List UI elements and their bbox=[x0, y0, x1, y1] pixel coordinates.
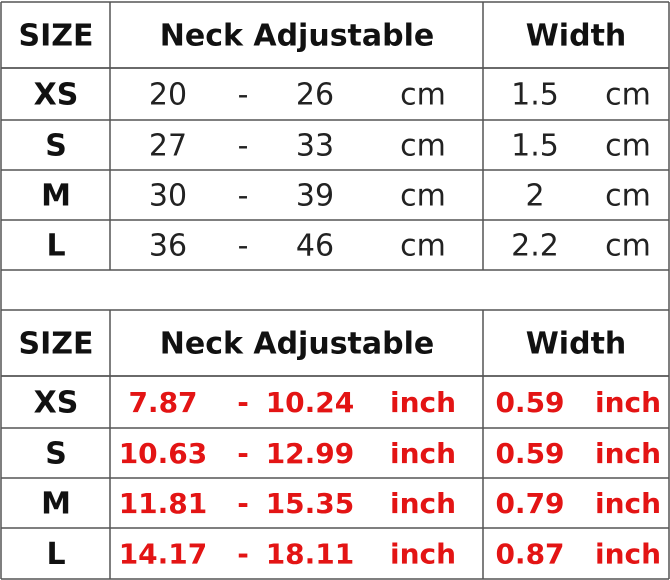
cell: - bbox=[238, 179, 249, 214]
cell: 10.24 bbox=[266, 386, 355, 419]
header-cell: Neck Adjustable bbox=[160, 19, 435, 54]
cell: cm bbox=[400, 179, 446, 214]
cell: 36 bbox=[149, 229, 187, 264]
cell: 1.5 bbox=[511, 129, 559, 164]
size-label: XS bbox=[34, 386, 79, 421]
cell: 39 bbox=[296, 179, 334, 214]
cell: cm bbox=[400, 229, 446, 264]
cell: cm bbox=[605, 78, 651, 113]
cell: - bbox=[237, 386, 249, 419]
header-cell: SIZE bbox=[18, 327, 93, 362]
size-label: XS bbox=[34, 78, 79, 113]
cell: - bbox=[237, 487, 249, 520]
cell: inch bbox=[390, 538, 456, 571]
cell: 12.99 bbox=[266, 437, 355, 470]
cell: inch bbox=[595, 487, 661, 520]
header-cell: SIZE bbox=[18, 19, 93, 54]
cell: 18.11 bbox=[266, 538, 355, 571]
cell: inch bbox=[595, 538, 661, 571]
size-label: M bbox=[41, 179, 71, 214]
cell: - bbox=[238, 129, 249, 164]
cell: cm bbox=[605, 179, 651, 214]
cell: 2 bbox=[525, 179, 544, 214]
cell: cm bbox=[605, 129, 651, 164]
size-label: M bbox=[41, 487, 71, 522]
cell: 15.35 bbox=[266, 487, 355, 520]
size-label: S bbox=[45, 437, 67, 472]
cell: - bbox=[238, 229, 249, 264]
cell: inch bbox=[595, 386, 661, 419]
cell: inch bbox=[390, 386, 456, 419]
size-label: L bbox=[46, 537, 65, 572]
cell: 46 bbox=[296, 229, 334, 264]
cell: 14.17 bbox=[119, 538, 208, 571]
cell: inch bbox=[390, 487, 456, 520]
cell: cm bbox=[400, 129, 446, 164]
cell: 0.59 bbox=[495, 386, 564, 419]
cell: 7.87 bbox=[128, 386, 197, 419]
header-cell: Width bbox=[526, 19, 627, 54]
cell: 10.63 bbox=[119, 437, 208, 470]
cell: - bbox=[238, 78, 249, 113]
cell: - bbox=[237, 538, 249, 571]
cell: 26 bbox=[296, 78, 334, 113]
cell: 11.81 bbox=[119, 487, 208, 520]
cell: 2.2 bbox=[511, 229, 559, 264]
header-cell: Neck Adjustable bbox=[160, 327, 435, 362]
header-cell: Width bbox=[526, 327, 627, 362]
cell: 0.87 bbox=[495, 538, 564, 571]
size-label: S bbox=[45, 129, 67, 164]
cell: inch bbox=[390, 437, 456, 470]
cell: inch bbox=[595, 437, 661, 470]
size-label: L bbox=[46, 229, 65, 264]
cell: 0.59 bbox=[495, 437, 564, 470]
cell: 0.79 bbox=[495, 487, 564, 520]
cell: 20 bbox=[149, 78, 187, 113]
cell: 1.5 bbox=[511, 78, 559, 113]
cell: 30 bbox=[149, 179, 187, 214]
cell: cm bbox=[605, 229, 651, 264]
cell: 27 bbox=[149, 129, 187, 164]
cell: cm bbox=[400, 78, 446, 113]
cell: - bbox=[237, 437, 249, 470]
cell: 33 bbox=[296, 129, 334, 164]
